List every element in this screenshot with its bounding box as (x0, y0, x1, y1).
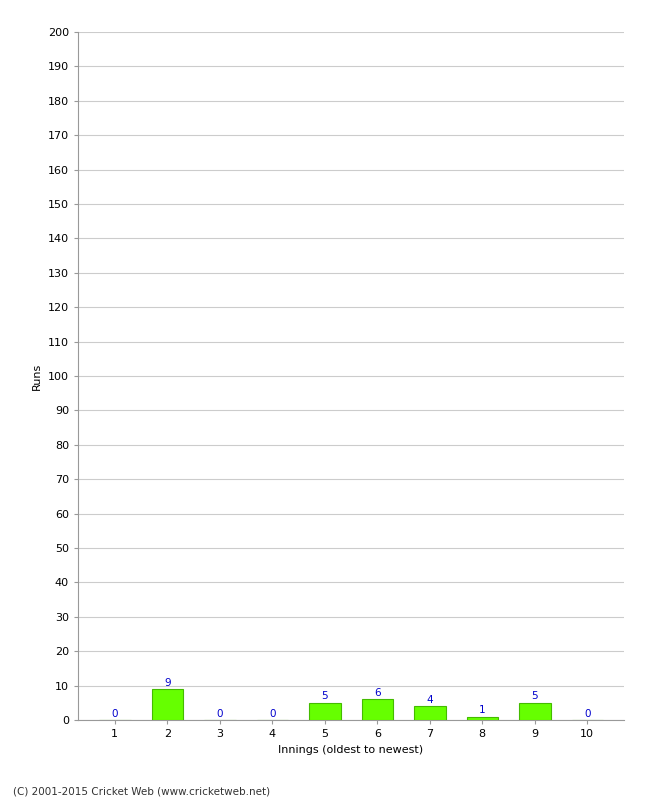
Text: 0: 0 (584, 709, 590, 719)
Text: 0: 0 (112, 709, 118, 719)
Bar (467, 717, 498, 720)
Text: 5: 5 (532, 691, 538, 702)
Text: 5: 5 (322, 691, 328, 702)
Text: 6: 6 (374, 688, 380, 698)
Bar (414, 706, 445, 720)
X-axis label: Innings (oldest to newest): Innings (oldest to newest) (278, 745, 424, 754)
Y-axis label: Runs: Runs (32, 362, 42, 390)
Text: 4: 4 (426, 695, 433, 705)
Bar (309, 702, 341, 720)
Text: (C) 2001-2015 Cricket Web (www.cricketweb.net): (C) 2001-2015 Cricket Web (www.cricketwe… (13, 786, 270, 796)
Text: 1: 1 (479, 705, 486, 715)
Text: 0: 0 (216, 709, 223, 719)
Bar (519, 702, 551, 720)
Text: 9: 9 (164, 678, 170, 688)
Bar (361, 699, 393, 720)
Text: 0: 0 (269, 709, 276, 719)
Bar (151, 689, 183, 720)
